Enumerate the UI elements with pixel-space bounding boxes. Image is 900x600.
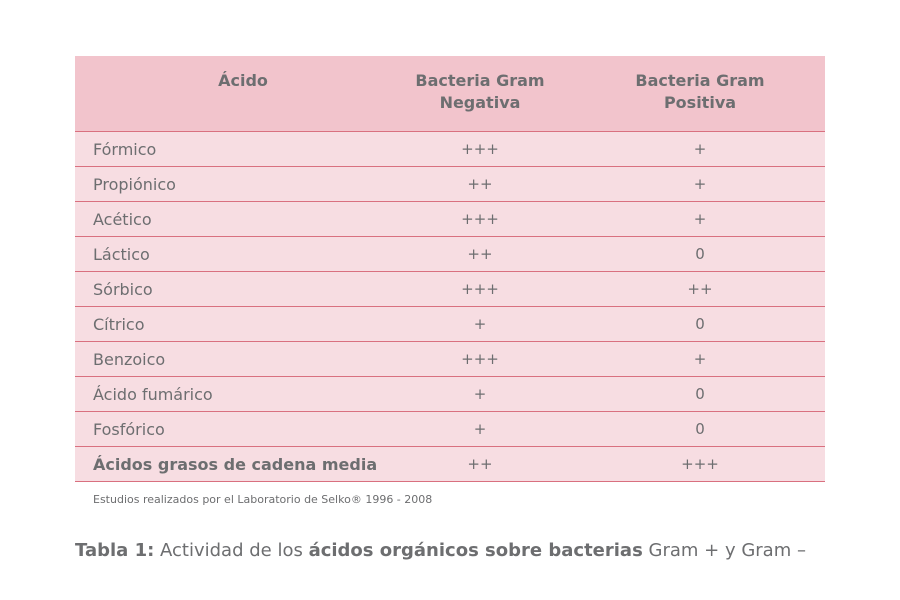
table-cell: Cítrico	[75, 306, 385, 342]
acid-table: Ácido Bacteria Gram Negativa Bacteria Gram P…	[75, 56, 825, 482]
table-cell: +	[385, 306, 575, 342]
header-line: Positiva	[663, 93, 737, 112]
table-cell: Propiónico	[75, 166, 385, 202]
caption-part: Tabla 1:	[75, 540, 155, 561]
table-cell: ++	[575, 271, 825, 307]
table-row: Cítrico +0	[75, 306, 825, 342]
table-cell: Fosfórico	[75, 411, 385, 447]
table-cell: ++	[385, 166, 575, 202]
table-cell: +++	[385, 131, 575, 167]
table-cell: Benzoico	[75, 341, 385, 377]
table-cell: +	[575, 201, 825, 237]
table-row: Sórbico +++ ++	[75, 271, 825, 307]
table-cell: +++	[385, 201, 575, 237]
header-row: Ácido Bacteria Gram Negativa Bacteria Gram P…	[75, 56, 825, 132]
table-cell: 0	[575, 306, 825, 342]
header-line: Bacteria Gram	[415, 71, 545, 90]
table-row: Ácidos grasos de cadena media ++ +++	[75, 446, 825, 482]
header-line: Bacteria Gram	[635, 71, 765, 90]
table-cell: +++	[575, 446, 825, 482]
table-row: Fosfórico +0	[75, 411, 825, 447]
table-cell: 0	[575, 376, 825, 412]
header-line: Ácido	[218, 71, 268, 90]
caption-part: Gram + y Gram –	[642, 540, 806, 561]
caption: Tabla 1: Actividad de los ácidos orgánic…	[75, 540, 806, 561]
table-cell: Ácidos grasos de cadena media	[75, 446, 385, 482]
caption-part: Actividad de los	[154, 540, 309, 561]
table-cell: 0	[575, 411, 825, 447]
table-row: Fórmico +++ +	[75, 131, 825, 167]
table-cell: ++	[385, 236, 575, 272]
table-cell: Ácido fumárico	[75, 376, 385, 412]
table-body: Fórmico +++ + Propiónico ++ + Acético +++ + Lácti…	[75, 131, 825, 482]
caption-part: ácidos orgánicos sobre bacterias	[308, 540, 643, 561]
header-cell: Bacteria Gram Positiva	[575, 56, 825, 132]
header-cell: Bacteria Gram Negativa	[385, 56, 575, 132]
header-line: Negativa	[439, 93, 521, 112]
table-cell: 0	[575, 236, 825, 272]
table-cell: +	[385, 376, 575, 412]
table-cell: +++	[385, 271, 575, 307]
table-row: Láctico ++ 0	[75, 236, 825, 272]
table-row: Benzoico +++ +	[75, 341, 825, 377]
table-cell: Acético	[75, 201, 385, 237]
table-cell: Sórbico	[75, 271, 385, 307]
table-cell: +	[575, 341, 825, 377]
table-cell: +++	[385, 341, 575, 377]
table-cell: Láctico	[75, 236, 385, 272]
table-row: Propiónico ++ +	[75, 166, 825, 202]
table-row: Acético +++ +	[75, 201, 825, 237]
table-cell: ++	[385, 446, 575, 482]
table-row: Ácido fumárico +0	[75, 376, 825, 412]
footnote: Estudios realizados por el Laboratorio d…	[93, 493, 433, 506]
header-cell: Ácido	[75, 56, 385, 132]
table-cell: +	[575, 166, 825, 202]
table-cell: +	[385, 411, 575, 447]
table-cell: +	[575, 131, 825, 167]
table-cell: Fórmico	[75, 131, 385, 167]
